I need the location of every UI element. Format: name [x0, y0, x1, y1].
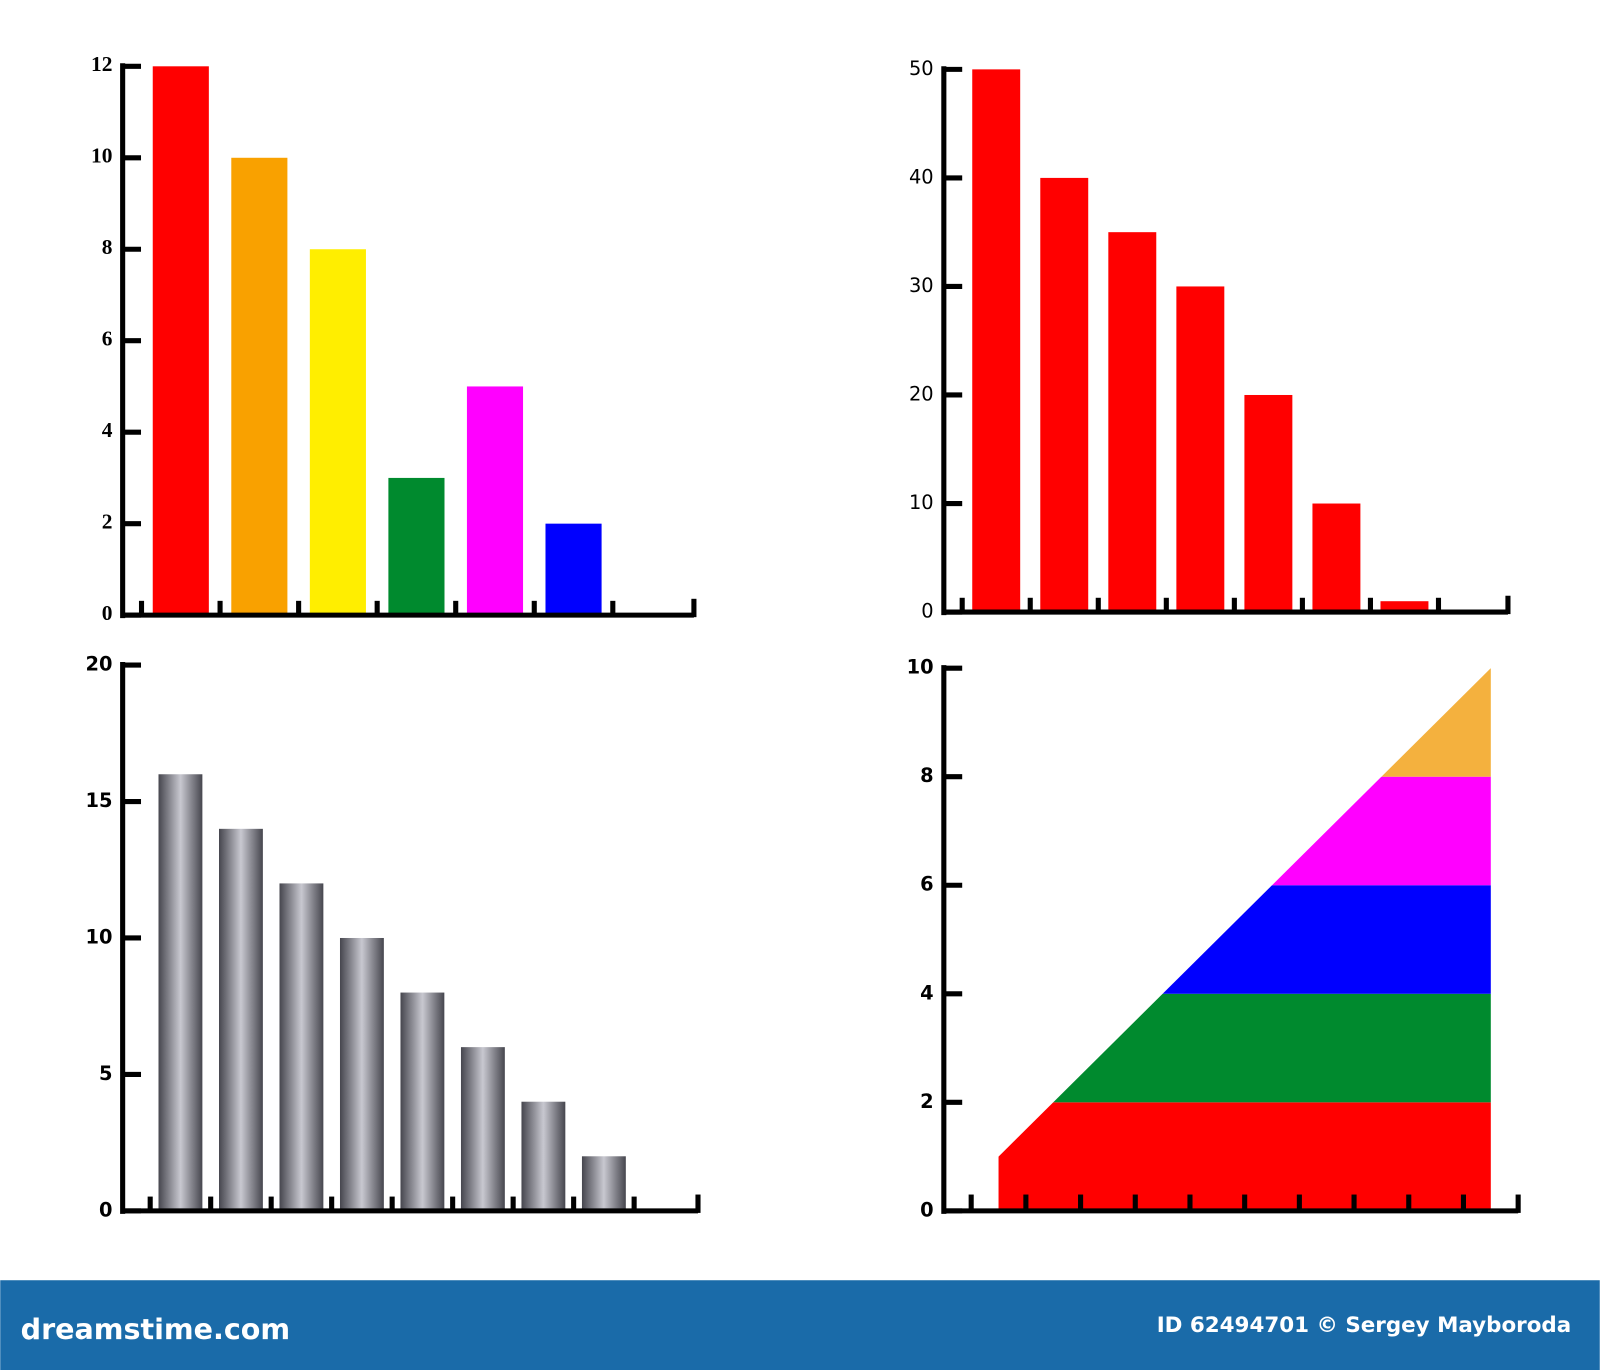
y-tick-label: 15	[85, 789, 112, 812]
chart: 0 2 4 6 8 10 12	[91, 52, 697, 625]
bar	[545, 523, 602, 616]
y-tick-label: 8	[102, 235, 113, 259]
footer-credit: ID 62494701 © Sergey Mayboroda	[1157, 1313, 1572, 1338]
bar	[466, 386, 524, 616]
y-tick-label: 20	[85, 653, 112, 676]
bar	[279, 883, 324, 1211]
y-tick-label: 10	[909, 491, 934, 514]
bar	[152, 66, 209, 616]
footer-site: dreamstime.com	[21, 1312, 291, 1346]
y-tick-label: 0	[920, 1198, 933, 1221]
bar	[339, 937, 384, 1211]
y-tick-label: 2	[920, 1090, 933, 1113]
y-tick-label: 30	[909, 274, 934, 297]
area-band	[998, 776, 1491, 886]
bar	[1244, 394, 1293, 613]
area-band	[998, 993, 1491, 1103]
y-tick-label: 4	[102, 418, 113, 442]
y-tick-label: 5	[99, 1062, 112, 1085]
bar	[460, 1047, 505, 1211]
y-tick-label: 40	[909, 165, 934, 188]
chart: 0 2 4 6 8 10	[907, 656, 1521, 1221]
y-tick-label: 4	[920, 981, 933, 1004]
bar	[400, 992, 445, 1211]
y-tick-label: 6	[102, 327, 113, 351]
bar	[581, 1156, 626, 1211]
y-tick-label: 0	[921, 600, 933, 623]
bar	[1380, 601, 1429, 613]
bar	[1108, 232, 1157, 613]
y-tick-label: 2	[102, 510, 113, 534]
y-tick-label: 10	[91, 144, 112, 168]
y-tick-label: 8	[920, 764, 933, 787]
bar	[1040, 177, 1089, 613]
bar	[1176, 286, 1225, 613]
y-tick-label: 10	[85, 925, 112, 948]
y-tick-label: 0	[102, 601, 113, 625]
bar	[388, 477, 445, 616]
y-tick-label: 10	[907, 656, 934, 679]
y-tick-label: 50	[909, 57, 934, 80]
bar	[158, 774, 203, 1211]
y-tick-label: 20	[909, 382, 934, 405]
chart: 0 5 10 15 20	[85, 653, 701, 1221]
y-tick-label: 12	[91, 52, 112, 76]
area-band	[998, 668, 1491, 777]
footer-band	[0, 1280, 1600, 1370]
bar	[521, 1101, 566, 1211]
bar	[309, 249, 366, 616]
bar	[972, 69, 1021, 613]
y-tick-label: 6	[920, 873, 933, 896]
y-tick-label: 0	[99, 1198, 112, 1221]
area-band	[998, 1102, 1491, 1211]
bar	[231, 157, 288, 616]
area-bands	[998, 668, 1491, 1211]
chart: 0 10 20 30 40 50	[909, 57, 1511, 623]
area-band	[998, 885, 1491, 994]
bar	[1312, 503, 1361, 613]
bar	[218, 828, 263, 1211]
